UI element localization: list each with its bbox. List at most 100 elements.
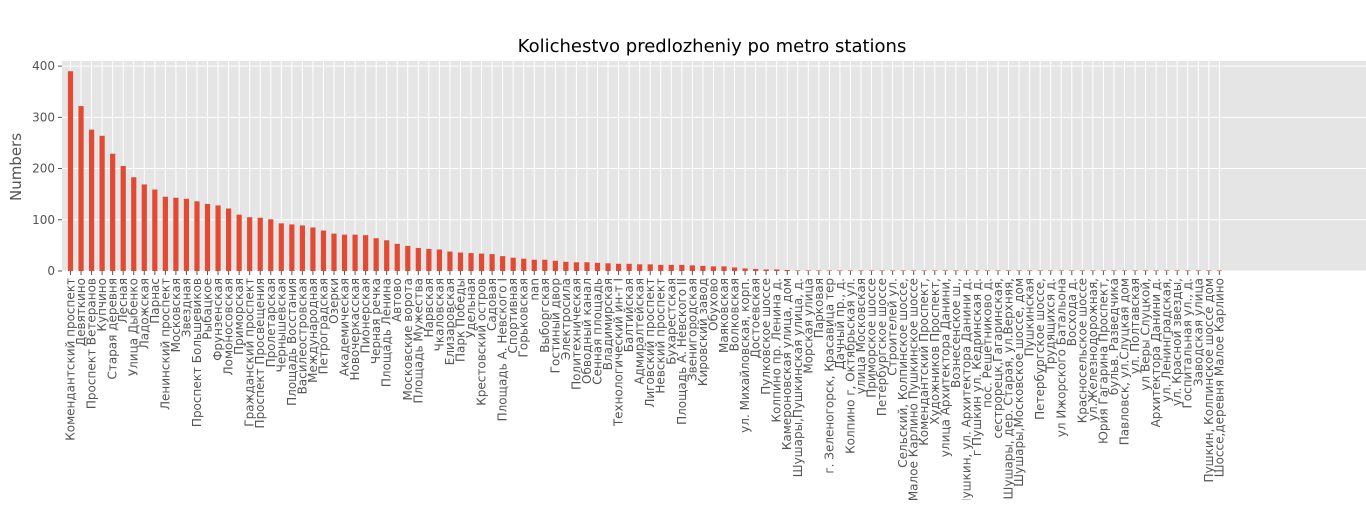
bar bbox=[236, 214, 242, 271]
x-tick-label: Павловск, ул.Слуцкая дом bbox=[1118, 278, 1132, 445]
bar bbox=[352, 234, 358, 271]
bar bbox=[1090, 270, 1096, 271]
x-tick-label: Шушары,Московское шоссе, дом bbox=[1012, 278, 1026, 487]
x-tick-label: Волковская bbox=[728, 278, 742, 351]
bar bbox=[1206, 270, 1212, 271]
x-tick-label: Бухарестская bbox=[664, 278, 678, 365]
x-tick-label: Политехническая bbox=[569, 278, 583, 390]
bar bbox=[363, 235, 369, 271]
bar bbox=[1174, 270, 1180, 271]
x-tick-label: Комендантский Проспект, bbox=[917, 278, 931, 446]
y-tick-label: 100 bbox=[32, 213, 55, 227]
bar bbox=[1058, 270, 1064, 271]
bar bbox=[774, 269, 780, 271]
x-tick-label: Ленинский проспект bbox=[158, 278, 172, 410]
bar bbox=[1185, 270, 1191, 271]
bar bbox=[500, 256, 506, 271]
x-tick-label: Трудящихся д. bbox=[1044, 278, 1058, 373]
x-tick-label: пос. Решетниково д. bbox=[980, 278, 994, 408]
bar bbox=[710, 266, 717, 271]
x-tick-label: ул Веры Слуцкой, bbox=[1139, 278, 1153, 391]
bar bbox=[721, 266, 727, 271]
bar bbox=[900, 270, 906, 271]
bar bbox=[436, 249, 442, 271]
x-tick-label: улица Архитектора Данини, bbox=[938, 278, 952, 457]
y-tick-label: 400 bbox=[32, 59, 55, 73]
bar bbox=[879, 270, 885, 271]
bar bbox=[942, 270, 948, 271]
bar bbox=[1121, 270, 1128, 271]
bar bbox=[341, 234, 348, 271]
x-tick-label: Площадь А. Невского II bbox=[675, 278, 689, 425]
x-tick-label: ул. Михайловская, корп. bbox=[738, 278, 752, 433]
x-tick-label: Сельский, Колпинское шоссе, bbox=[896, 278, 910, 468]
bar bbox=[542, 259, 548, 271]
bar bbox=[415, 247, 421, 271]
x-axis-category-labels: Комендантский проспектДевяткиноПроспект … bbox=[64, 271, 1226, 505]
bar bbox=[921, 270, 927, 271]
x-tick-label: Художников Проспект, bbox=[928, 278, 942, 425]
bar bbox=[447, 251, 453, 271]
bar bbox=[963, 270, 969, 271]
x-tick-label: Строителей ул. bbox=[886, 278, 900, 376]
y-tick-label: 0 bbox=[47, 264, 55, 278]
bar bbox=[1005, 270, 1012, 271]
bar bbox=[753, 268, 759, 271]
x-tick-label: Международная bbox=[306, 278, 320, 383]
bar bbox=[837, 270, 843, 271]
x-tick-label: Достоевская bbox=[749, 278, 763, 359]
x-tick-label: Черная речка bbox=[369, 278, 383, 364]
y-tick-label: 200 bbox=[32, 162, 55, 176]
bar bbox=[647, 264, 653, 271]
bar bbox=[405, 245, 411, 271]
bar bbox=[911, 270, 917, 271]
bar bbox=[310, 227, 316, 271]
x-tick-label: Петербургское шоссе, bbox=[1033, 278, 1047, 420]
bar bbox=[932, 270, 938, 271]
bar bbox=[394, 243, 400, 271]
bar bbox=[1027, 270, 1033, 271]
bar bbox=[478, 253, 485, 271]
bar bbox=[183, 198, 190, 271]
x-tick-label: Морская улица bbox=[801, 278, 815, 374]
bar bbox=[247, 217, 253, 271]
x-tick-label: Ломоносовская bbox=[222, 278, 236, 375]
bar bbox=[584, 262, 590, 271]
bar bbox=[162, 196, 168, 271]
bar bbox=[468, 253, 474, 271]
bar bbox=[426, 248, 432, 271]
x-tick-label: Балтийская bbox=[622, 278, 636, 352]
bar bbox=[457, 252, 464, 271]
bar bbox=[763, 269, 769, 271]
bar bbox=[995, 270, 1001, 271]
x-tick-label: Фрунзенская bbox=[211, 278, 225, 361]
y-tick-label: 300 bbox=[32, 110, 55, 124]
bar bbox=[700, 265, 706, 271]
bar bbox=[679, 264, 685, 271]
bar bbox=[573, 262, 580, 271]
x-tick-label: Елизаровская bbox=[443, 278, 457, 365]
bar bbox=[67, 71, 74, 272]
x-tick-label: Гостиный двор bbox=[548, 278, 562, 373]
x-tick-label: бульв. Разведчика bbox=[1107, 278, 1121, 395]
x-tick-label: Старая деревня bbox=[106, 278, 120, 380]
bar bbox=[320, 230, 327, 271]
bar bbox=[1195, 270, 1201, 271]
bar bbox=[552, 260, 558, 271]
x-tick-label: г. Зеленогорск, Красавица тер bbox=[822, 278, 836, 474]
bar bbox=[858, 270, 864, 271]
x-tick-label: Девяткино bbox=[74, 278, 88, 346]
x-tick-label: Комендантский проспект bbox=[64, 278, 78, 441]
x-tick-label: ул. Ленинградская, bbox=[1160, 278, 1174, 402]
x-tick-label: Невский проспект bbox=[654, 278, 668, 394]
bar bbox=[1069, 270, 1075, 271]
x-tick-label: Юрия Гагарина Проспект, bbox=[1096, 278, 1110, 444]
bar bbox=[373, 238, 379, 271]
x-tick-label: Гражданский проспект bbox=[243, 278, 257, 427]
bar bbox=[689, 265, 695, 271]
x-tick-label: Пушкин, ул. Архитектора Данини д. bbox=[959, 278, 973, 500]
x-tick-label: ул.Железнодорожная, bbox=[1086, 278, 1100, 421]
x-tick-label: Ладожская bbox=[137, 278, 151, 349]
x-tick-label: Приморская bbox=[232, 278, 246, 355]
bar bbox=[1216, 270, 1222, 271]
